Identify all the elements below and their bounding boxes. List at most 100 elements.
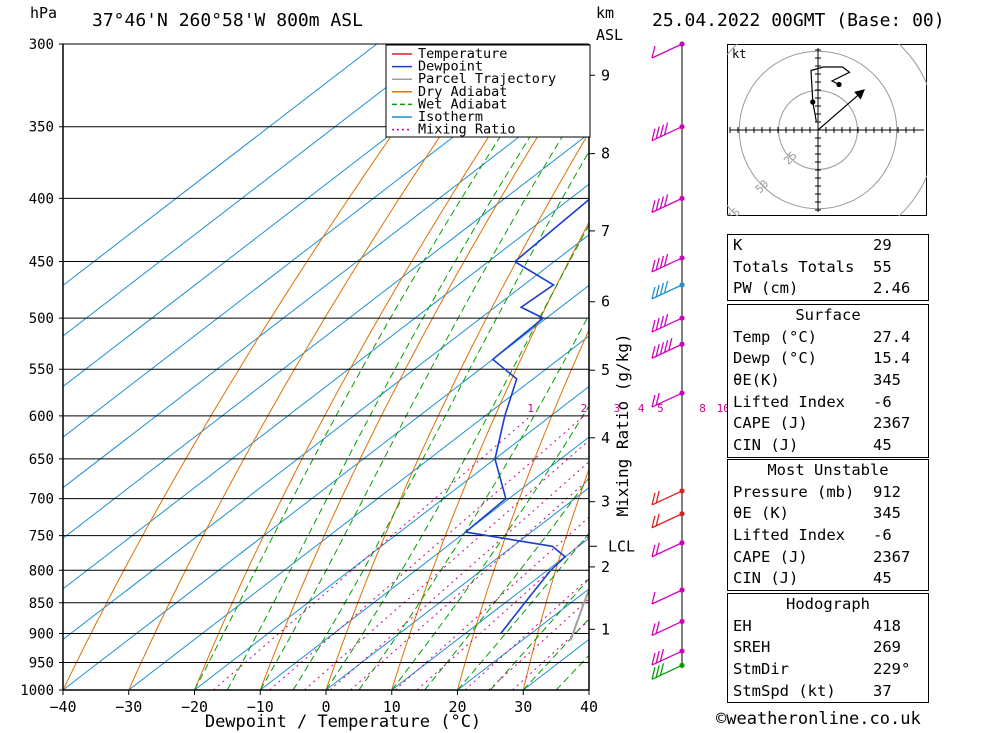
isotherm-line [63,133,589,539]
mu-cin-label: CIN (J) [733,569,799,588]
wet-adiabat-line [522,617,589,690]
stmdir-label: StmDir [733,660,789,679]
mixing-ratio-label: 1 [527,402,534,415]
hodograph-ring-label: 75 [727,206,743,216]
x-tick-label: −40 [49,698,76,716]
sreh-value: 269 [873,638,901,657]
mixing-ratio-line [329,461,589,690]
wind-barb-feather [651,652,656,666]
wind-barb-feather [651,200,656,213]
mu-cape-label: CAPE (J) [733,547,808,566]
wind-barb-shaft [651,317,683,333]
legend-entry: Mixing Ratio [418,122,516,138]
x-axis-label: Dewpoint / Temperature (°C) [205,712,481,732]
wind-barb-feather [651,591,656,605]
isotherm-line [128,335,589,690]
weatheronline-credit-link[interactable]: ©weatheronline.co.uk [716,709,921,729]
wind-barb-shaft [651,126,683,142]
pressure-tick-label: 650 [29,452,54,468]
wind-barb-feather [663,253,669,267]
dry-adiabat-line [259,53,589,690]
mu-li-value: -6 [873,526,892,545]
pressure-tick-label: 700 [29,492,54,508]
isotherm-line [259,436,589,690]
wind-barb-feather [668,338,673,351]
totals-totals-label: Totals Totals [733,257,855,276]
surface-panel: Surface Temp (°C) 27.4 Dewp (°C) 15.4 θE(K… [727,304,929,458]
isotherm-line [63,44,378,287]
surface-thetae-label: θE(K) [733,371,780,390]
x-tick-label: 0 [321,698,330,716]
surface-dewp-value: 15.4 [873,349,911,368]
km-tick-label: 7 [601,222,610,240]
pressure-tick-label: 850 [29,596,54,612]
isotherm-line [63,234,589,641]
mixing-ratio-line [512,619,589,690]
wet-adiabat-line [391,404,589,690]
x-tick-label: 20 [448,698,466,716]
surface-cape-value: 2367 [873,414,911,433]
legend-entry: Dewpoint [418,59,483,75]
dry-adiabat-line [63,44,457,690]
isotherm-line [63,44,509,388]
asl-unit-label: ASL [596,26,624,44]
surface-cin-value: 45 [873,436,892,455]
wind-barb-feather [663,280,669,294]
wet-adiabat-line [292,150,589,690]
totals-totals-value: 55 [873,257,892,276]
wet-adiabat-line [490,577,589,690]
wind-barb-feather [651,492,656,506]
legend-entry: Wet Adiabat [418,96,507,112]
mu-cape-value: 2367 [873,547,911,566]
sreh-label: SREH [733,638,771,657]
isotherm-line [63,82,589,489]
pressure-unit-label: hPa [30,4,58,22]
wind-barb-feather [651,515,656,528]
km-unit-label: km [596,4,615,22]
km-tick-label: 3 [601,493,610,511]
wet-adiabat-line [259,92,589,690]
hodograph-title: Hodograph [786,595,870,613]
pressure-tick-label: 600 [29,409,54,425]
wind-barb-feather [651,544,656,557]
isotherm-line [325,487,589,690]
legend-entry: Isotherm [418,109,483,125]
mu-cin-value: 45 [873,569,892,588]
hodograph-trace [810,66,851,122]
wind-barb-feather [651,45,656,59]
x-tick-label: −30 [115,698,142,716]
wind-barb-feather [659,342,665,355]
wind-barb-shaft [651,513,683,529]
wind-barb-feather [655,650,660,664]
wind-barb-feather [651,346,656,359]
wind-barb-shaft [651,343,683,359]
wind-barb-feather [663,340,669,353]
isotherm-line [63,44,575,438]
storm-motion-arrowhead [854,89,865,100]
dry-adiabat-line [522,467,589,690]
wind-barb-shaft [651,542,683,558]
mu-pressure-value: 912 [873,482,901,501]
mixing-ratio-label: 2 [581,402,588,415]
mixing-ratio-label: 3 [614,402,621,415]
km-tick-label: 9 [601,66,610,84]
pw-value: 2.46 [873,279,911,298]
mixing-ratio-label: 8 [699,402,706,415]
mu-thetae-value: 345 [873,504,901,523]
eh-label: EH [733,616,752,635]
surface-temp-label: Temp (°C) [733,327,817,346]
dry-adiabat-line [457,328,589,690]
wind-barb-feather [663,122,669,135]
wind-barb-feather [663,194,669,207]
wind-barb-feather [663,313,669,327]
surface-dewp-label: Dewp (°C) [733,349,817,368]
wind-barb-feather [655,392,660,406]
wind-barb-shaft [651,43,683,59]
wind-barb-shaft [651,257,683,273]
wind-barb-shaft [651,490,683,506]
mixing-ratio-label: 4 [638,402,645,415]
surface-cape-label: CAPE (J) [733,414,808,433]
